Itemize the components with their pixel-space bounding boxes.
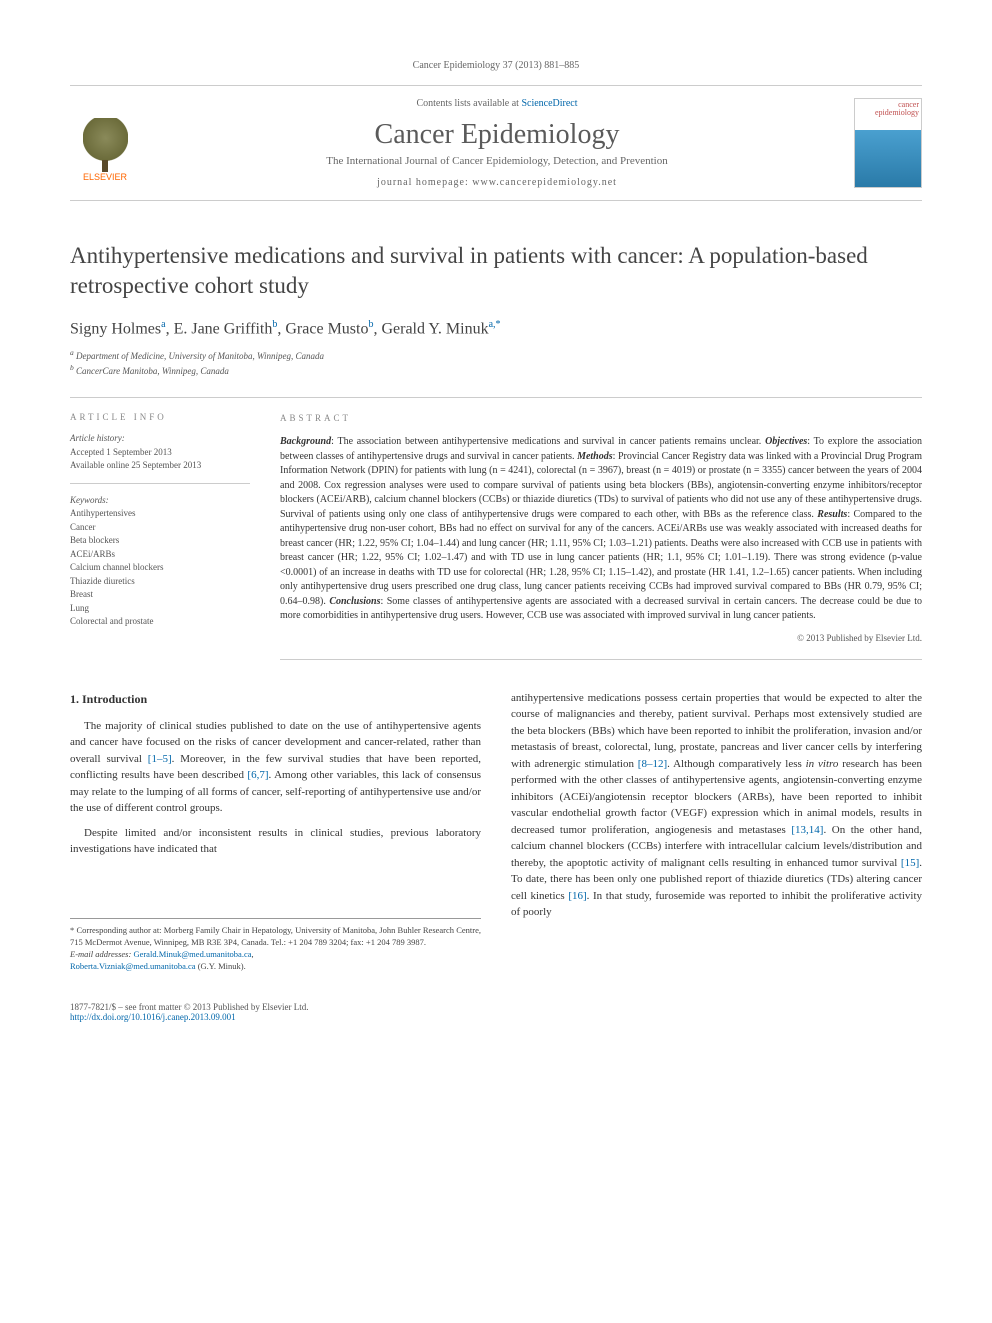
abs-background: : The association between antihypertensi…	[331, 436, 765, 447]
column-left: 1. Introduction The majority of clinical…	[70, 690, 481, 973]
accepted-date: Accepted 1 September 2013	[70, 446, 250, 460]
keyword: Calcium channel blockers	[70, 561, 250, 575]
affil-sup: b	[368, 319, 373, 330]
history-label: Article history:	[70, 432, 250, 446]
keywords-block: Keywords: Antihypertensives Cancer Beta …	[70, 494, 250, 639]
article-history: Article history: Accepted 1 September 20…	[70, 432, 250, 484]
sciencedirect-link[interactable]: ScienceDirect	[521, 98, 577, 109]
body-columns: 1. Introduction The majority of clinical…	[70, 690, 922, 973]
journal-homepage: journal homepage: www.cancerepidemiology…	[158, 177, 836, 188]
doi-link[interactable]: http://dx.doi.org/10.1016/j.canep.2013.0…	[70, 1012, 236, 1022]
email-sep: ,	[252, 949, 254, 959]
bottom-bar: 1877-7821/$ – see front matter © 2013 Pu…	[70, 996, 922, 1022]
abstract: ABSTRACT Background: The association bet…	[280, 412, 922, 660]
email-line: E-mail addresses: Gerald.Minuk@med.umani…	[70, 949, 481, 973]
ref-link[interactable]: [13,14]	[791, 824, 823, 836]
issn-copyright-line: 1877-7821/$ – see front matter © 2013 Pu…	[70, 1002, 309, 1022]
keyword: Breast	[70, 588, 250, 602]
authors-list: Signy Holmesa, E. Jane Griffithb, Grace …	[70, 319, 922, 338]
journal-cover-thumbnail: cancer epidemiology	[854, 98, 922, 188]
corresponding-mark: *	[496, 319, 501, 330]
affiliation-a: a Department of Medicine, University of …	[70, 348, 922, 363]
keyword: Thiazide diuretics	[70, 575, 250, 589]
keyword: Antihypertensives	[70, 507, 250, 521]
affiliations: a Department of Medicine, University of …	[70, 348, 922, 377]
abs-results: : Compared to the antihypertensive drug …	[280, 509, 922, 607]
keyword: Lung	[70, 602, 250, 616]
journal-masthead: ELSEVIER Contents lists available at Sci…	[70, 85, 922, 201]
abstract-heading: ABSTRACT	[280, 412, 922, 425]
corresponding-author-note: * Corresponding author at: Morberg Famil…	[70, 925, 481, 949]
keywords-label: Keywords:	[70, 494, 250, 508]
publisher-name: ELSEVIER	[83, 172, 127, 182]
affil-sup: a	[161, 319, 165, 330]
column-right: antihypertensive medications possess cer…	[511, 690, 922, 973]
keyword: Beta blockers	[70, 534, 250, 548]
body-paragraph: Despite limited and/or inconsistent resu…	[70, 825, 481, 858]
elsevier-tree-icon	[83, 118, 128, 168]
abs-results-label: Results	[817, 509, 847, 520]
abs-conclusions-label: Conclusions	[329, 596, 380, 607]
abs-background-label: Background	[280, 436, 331, 447]
email-owner: (G.Y. Minuk).	[196, 961, 246, 971]
affiliation-b: b CancerCare Manitoba, Winnipeg, Canada	[70, 363, 922, 378]
keyword: Colorectal and prostate	[70, 615, 250, 629]
publisher-logo: ELSEVIER	[70, 104, 140, 182]
cover-title-text: cancer epidemiology	[857, 101, 919, 117]
keyword: Cancer	[70, 521, 250, 535]
email-link[interactable]: Roberta.Vizniak@med.umanitoba.ca	[70, 961, 196, 971]
footnotes: * Corresponding author at: Morberg Famil…	[70, 918, 481, 973]
contents-prefix: Contents lists available at	[416, 98, 521, 109]
body-paragraph: antihypertensive medications possess cer…	[511, 690, 922, 921]
article-title: Antihypertensive medications and surviva…	[70, 241, 922, 301]
ref-link[interactable]: [1–5]	[148, 753, 172, 765]
ref-link[interactable]: [8–12]	[638, 758, 667, 770]
ref-link[interactable]: [16]	[568, 890, 586, 902]
ref-link[interactable]: [6,7]	[247, 769, 268, 781]
journal-subtitle: The International Journal of Cancer Epid…	[158, 155, 836, 167]
article-info-heading: ARTICLE INFO	[70, 412, 250, 422]
contents-line: Contents lists available at ScienceDirec…	[158, 98, 836, 109]
keyword: ACEi/ARBs	[70, 548, 250, 562]
email-label: E-mail addresses:	[70, 949, 133, 959]
body-paragraph: The majority of clinical studies publish…	[70, 718, 481, 817]
ref-link[interactable]: [15]	[901, 857, 919, 869]
abstract-copyright: © 2013 Published by Elsevier Ltd.	[280, 632, 922, 645]
section-heading-intro: 1. Introduction	[70, 690, 481, 708]
journal-title: Cancer Epidemiology	[158, 119, 836, 151]
article-info: ARTICLE INFO Article history: Accepted 1…	[70, 412, 250, 660]
running-head: Cancer Epidemiology 37 (2013) 881–885	[70, 60, 922, 71]
online-date: Available online 25 September 2013	[70, 459, 250, 473]
page: Cancer Epidemiology 37 (2013) 881–885 EL…	[0, 0, 992, 1062]
info-abstract-row: ARTICLE INFO Article history: Accepted 1…	[70, 397, 922, 660]
abs-methods-label: Methods	[577, 451, 613, 462]
issn-text: 1877-7821/$ – see front matter © 2013 Pu…	[70, 1002, 309, 1012]
affil-sup: a,	[489, 319, 496, 330]
masthead-center: Contents lists available at ScienceDirec…	[158, 98, 836, 188]
affil-sup: b	[272, 319, 277, 330]
email-link[interactable]: Gerald.Minuk@med.umanitoba.ca	[133, 949, 251, 959]
abs-objectives-label: Objectives	[765, 436, 807, 447]
